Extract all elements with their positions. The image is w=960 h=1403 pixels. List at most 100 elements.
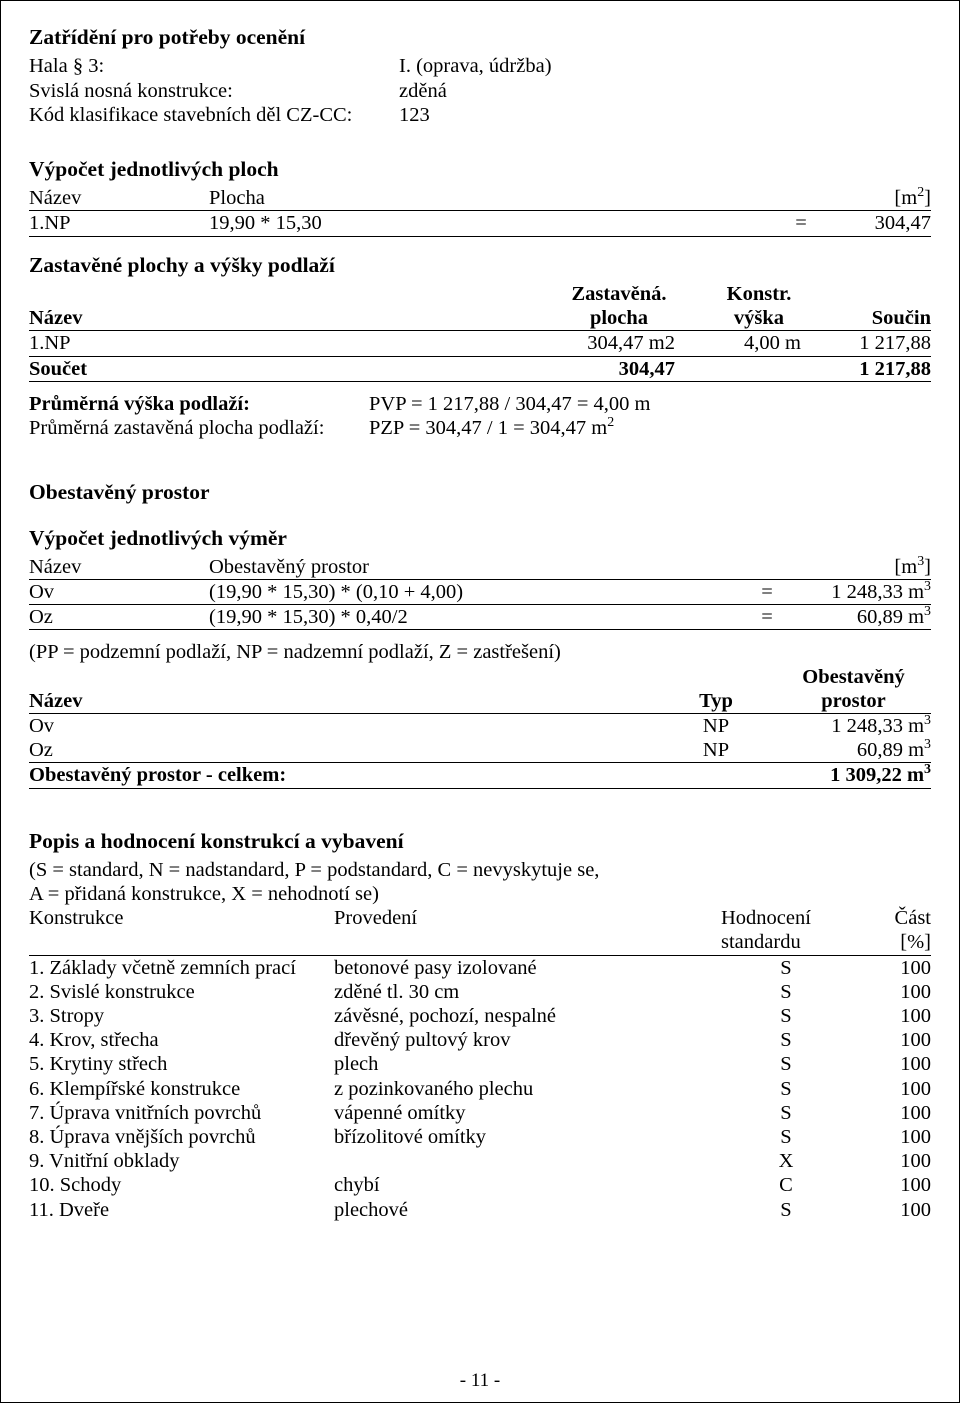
kt-col-hodnoceni: Hodnocení — [721, 906, 851, 930]
ploch-eq: = — [781, 211, 821, 235]
tp-val-sup: 3 — [924, 713, 931, 728]
vv-val-sup: 3 — [924, 604, 931, 619]
kt-cell-hodnoceni: S — [721, 1028, 851, 1052]
pv-value: PVP = 1 217,88 / 304,47 = 4,00 m — [369, 392, 931, 416]
kt-cell-provedeni — [334, 1149, 721, 1173]
zp-sum-row: Součet 304,47 1 217,88 — [29, 356, 931, 382]
tp-col-nazev: Název — [29, 689, 656, 713]
kt-row: 4. Krov, střechadřevěný pultový krovS100 — [29, 1028, 931, 1052]
zp-col-vyska-l1: Konstr. — [699, 282, 819, 306]
kt-cell-konstrukce: 1. Základy včetně zemních prací — [29, 956, 334, 980]
zp-sum-empty — [699, 357, 819, 381]
section-title-zp: Zastavěné plochy a výšky podlaží — [29, 253, 931, 278]
tp-col-typ: Typ — [656, 689, 776, 713]
kt-cell-cast: 100 — [851, 1173, 931, 1197]
vv-header: Název Obestavěný prostor [m3] — [29, 555, 931, 580]
kt-row: 9. Vnitřní obkladyX100 — [29, 1149, 931, 1173]
kt-cell-provedeni: závěsné, pochozí, nespalné — [334, 1004, 721, 1028]
kt-cell-cast: 100 — [851, 1149, 931, 1173]
kt-cell-provedeni: dřevěný pultový krov — [334, 1028, 721, 1052]
tp-col-op: Obestavěný prostor — [776, 665, 931, 713]
header-row: Hala § 3: I. (oprava, údržba) — [29, 54, 931, 78]
kt-cell-konstrukce: 8. Úprava vnějších povrchů — [29, 1125, 334, 1149]
tp-total-val: 1 309,22 m3 — [776, 763, 931, 787]
kt-cell-hodnoceni: S — [721, 1077, 851, 1101]
vv-expr: (19,90 * 15,30) * (0,10 + 4,00) — [209, 580, 748, 604]
kt-row: 6. Klempířské konstrukcez pozinkovaného … — [29, 1077, 931, 1101]
ploch-col-nazev: Název — [29, 186, 209, 210]
vv-val-sup: 3 — [924, 579, 931, 594]
unit-post: ] — [924, 556, 931, 578]
kt-cell-hodnoceni: X — [721, 1149, 851, 1173]
kt-cell-konstrukce: 4. Krov, střecha — [29, 1028, 334, 1052]
kt-row: 5. Krytiny střechplechS100 — [29, 1052, 931, 1076]
kt-cell-cast: 100 — [851, 956, 931, 980]
ploch-expr: 19,90 * 15,30 — [209, 211, 781, 235]
tp-val-pre: 60,89 m — [857, 739, 924, 761]
tp-typ: NP — [656, 738, 776, 762]
kt-cell-provedeni: vápenné omítky — [334, 1101, 721, 1125]
kt-col-provedeni: Provedení — [334, 906, 721, 930]
pv-value-pre: PZP = 304,47 / 1 = 304,47 m — [369, 417, 607, 439]
kt-cell-hodnoceni: S — [721, 956, 851, 980]
kt-cell-provedeni: zděné tl. 30 cm — [334, 980, 721, 1004]
header-label: Kód klasifikace stavebních děl CZ-CC: — [29, 103, 399, 127]
pv-value: PZP = 304,47 / 1 = 304,47 m2 — [369, 416, 931, 440]
zp-name: 1.NP — [29, 331, 539, 355]
kt-cell-hodnoceni: S — [721, 1052, 851, 1076]
kt-cell-konstrukce: 2. Svislé konstrukce — [29, 980, 334, 1004]
kt-col-konstrukce: Konstrukce — [29, 906, 334, 930]
kt-cell-provedeni: chybí — [334, 1173, 721, 1197]
kt-cell-provedeni: betonové pasy izolované — [334, 956, 721, 980]
kt-cell-provedeni: plech — [334, 1052, 721, 1076]
vv-val-pre: 60,89 m — [857, 606, 924, 628]
header-value: 123 — [399, 103, 430, 127]
kt-cell-hodnoceni: S — [721, 980, 851, 1004]
section-title-op: Obestavěný prostor — [29, 480, 931, 505]
tp-typ: NP — [656, 714, 776, 738]
kt-cell-cast: 100 — [851, 1125, 931, 1149]
tp-val: 1 248,33 m3 — [776, 714, 931, 738]
kt-row: 7. Úprava vnitřních povrchůvápenné omítk… — [29, 1101, 931, 1125]
kt-rows-container: 1. Základy včetně zemních pracíbetonové … — [29, 956, 931, 1222]
pv-row: Průměrná výška podlaží: PVP = 1 217,88 /… — [29, 392, 931, 416]
kt-cell-hodnoceni: S — [721, 1101, 851, 1125]
pv-row: Průměrná zastavěná plocha podlaží: PZP =… — [29, 416, 931, 440]
kt-cell-hodnoceni: C — [721, 1173, 851, 1197]
pv-value-sup: 2 — [607, 415, 614, 430]
kt-cell-konstrukce: 6. Klempířské konstrukce — [29, 1077, 334, 1101]
unit-post: ] — [924, 187, 931, 209]
kon-desc-line: (S = standard, N = nadstandard, P = pods… — [29, 858, 931, 882]
unit-pre: [m — [894, 556, 917, 578]
kt-sub-pct: [%] — [851, 930, 931, 954]
pv-label: Průměrná zastavěná plocha podlaží: — [29, 416, 369, 440]
vv-col-unit: [m3] — [786, 555, 931, 579]
zp-vyska: 4,00 m — [699, 331, 819, 355]
ploch-row: 1.NP 19,90 * 15,30 = 304,47 — [29, 211, 931, 236]
tp-col-op-l1: Obestavěný — [776, 665, 931, 689]
tp-val-sup: 3 — [924, 737, 931, 752]
kt-subheader: standardu [%] — [29, 930, 931, 955]
header-value: zděná — [399, 79, 447, 103]
tp-name: Ov — [29, 714, 656, 738]
vv-row: Oz (19,90 * 15,30) * 0,40/2 = 60,89 m3 — [29, 605, 931, 630]
kt-cell-cast: 100 — [851, 1077, 931, 1101]
zp-header: Název Zastavěná. plocha Konstr. výška So… — [29, 282, 931, 331]
section-title-zatrideni: Zatřídění pro potřeby ocenění — [29, 25, 931, 50]
kt-sub-standardu: standardu — [721, 930, 851, 954]
kt-cell-konstrukce: 5. Krytiny střech — [29, 1052, 334, 1076]
vv-val-pre: 1 248,33 m — [831, 581, 924, 603]
vv-expr: (19,90 * 15,30) * 0,40/2 — [209, 605, 748, 629]
zp-col-plocha-l1: Zastavěná. — [539, 282, 699, 306]
document-page: Zatřídění pro potřeby ocenění Hala § 3: … — [0, 0, 960, 1403]
vv-eq: = — [748, 580, 786, 604]
kt-cell-cast: 100 — [851, 1198, 931, 1222]
pv-label: Průměrná výška podlaží: — [29, 392, 369, 416]
section-subtitle-op: Výpočet jednotlivých výměr — [29, 526, 931, 551]
zp-plocha: 304,47 m2 — [539, 331, 699, 355]
tp-total-sup: 3 — [924, 763, 931, 778]
kt-cell-provedeni: z pozinkovaného plechu — [334, 1077, 721, 1101]
vv-val: 1 248,33 m3 — [786, 580, 931, 604]
tp-row: Ov NP 1 248,33 m3 — [29, 714, 931, 738]
kt-row: 8. Úprava vnějších povrchůbřízolitové om… — [29, 1125, 931, 1149]
